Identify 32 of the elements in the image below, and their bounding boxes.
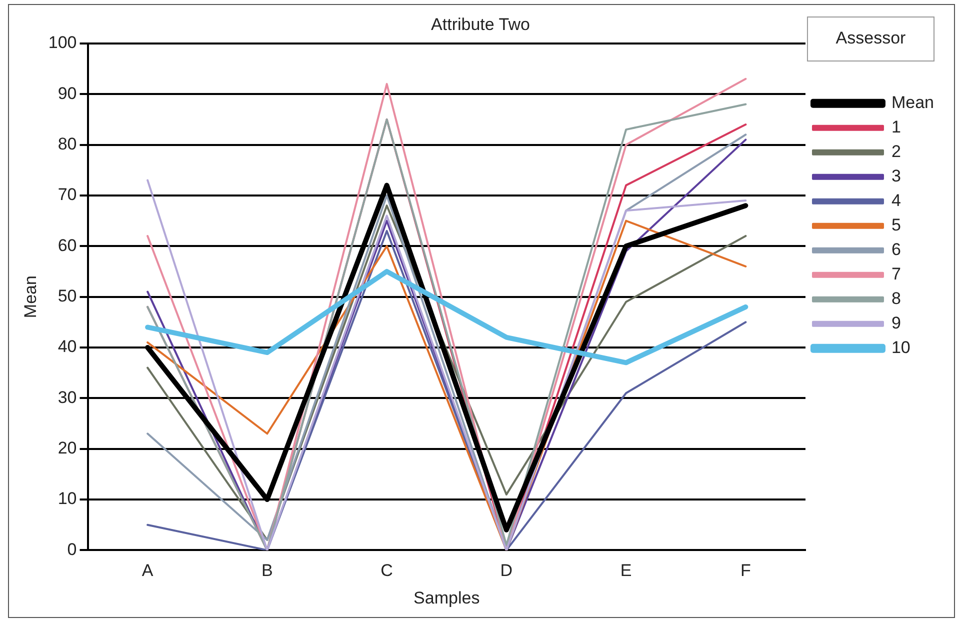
x-tick-label: E (620, 561, 632, 580)
y-tick-label: 80 (58, 134, 77, 154)
y-tick-label: 30 (58, 388, 77, 407)
y-tick-label: 90 (58, 84, 77, 103)
y-tick-label: 100 (48, 33, 77, 52)
y-tick-label: 20 (58, 438, 77, 458)
legend-label: 7 (891, 264, 901, 284)
x-axis-title: Samples (414, 588, 480, 608)
x-tick-label: C (380, 561, 393, 580)
legend-label: 4 (891, 191, 901, 210)
legend-label: 10 (891, 338, 910, 358)
y-tick-label: 10 (58, 489, 77, 508)
legend-label: 2 (891, 142, 901, 162)
x-tick-label: F (740, 561, 751, 580)
legend-label: 3 (891, 166, 901, 186)
x-tick-label: A (142, 561, 154, 580)
legend-title: Assessor (836, 28, 906, 48)
x-tick-label: B (262, 561, 273, 580)
legend-label: Mean (891, 93, 934, 112)
y-tick-label: 0 (67, 540, 77, 559)
legend-label: 9 (891, 314, 901, 333)
y-tick-label: 50 (58, 286, 77, 306)
x-tick-label: D (500, 561, 513, 580)
legend-label: 6 (891, 240, 901, 260)
y-axis-title: Mean (20, 276, 40, 318)
y-tick-label: 40 (58, 337, 77, 356)
legend-label: 1 (891, 118, 901, 137)
chart-title: Attribute Two (431, 14, 530, 34)
y-tick-label: 60 (58, 236, 77, 255)
legend-label: 5 (891, 216, 901, 235)
y-tick-label: 70 (58, 185, 77, 204)
legend-label: 8 (891, 289, 901, 308)
